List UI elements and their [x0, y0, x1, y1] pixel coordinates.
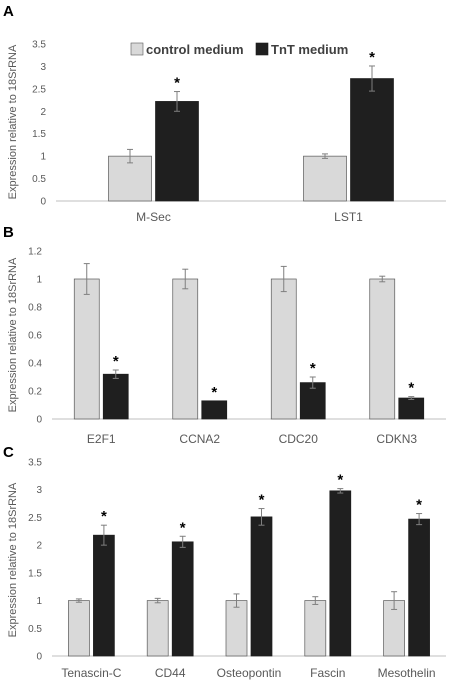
y-tick-label-c-6: 3 — [36, 485, 42, 496]
y-tick-label-a-7: 3.5 — [32, 40, 46, 51]
y-tick-label-a-4: 2 — [40, 107, 46, 118]
y-tick-label-b-0: 0 — [36, 415, 42, 426]
category-label-b-2: CDC20 — [279, 432, 319, 446]
y-tick-label-b-3: 0.6 — [28, 331, 42, 342]
category-label-c-2: Osteopontin — [217, 666, 282, 680]
y-tick-label-c-5: 2.5 — [28, 513, 42, 524]
bar-c-control-1 — [146, 600, 169, 657]
category-label-c-3: Fascin — [310, 666, 345, 680]
category-label-b-0: E2F1 — [87, 432, 116, 446]
significance-mark-b-2: * — [310, 360, 316, 377]
bar-c-tnt-2 — [250, 516, 273, 657]
legend-swatch-control — [130, 42, 144, 56]
category-label-a-0: M-Sec — [136, 210, 171, 224]
y-axis-label-a: Expression relative to 18SrRNA — [7, 44, 19, 199]
panel-a: A control medium TnT medium 0 0.5 1 1.5 2 2.5… — [3, 3, 446, 224]
bar-b-tnt-1 — [201, 400, 228, 420]
bar-c-tnt-0 — [93, 534, 115, 657]
y-tick-label-a-3: 1.5 — [32, 129, 46, 140]
legend-swatch-tnt — [255, 42, 269, 56]
y-tick-label-b-2: 0.4 — [28, 359, 42, 370]
y-axis-label-c: Expression relative to 18SrRNA — [7, 482, 19, 637]
significance-mark-c-1: * — [180, 519, 186, 536]
bar-b-control-2 — [270, 278, 297, 420]
y-axis-label-b: Expression relative to 18SrRNA — [7, 257, 19, 412]
bar-a-tnt-0 — [155, 101, 199, 202]
panel-b: B 0 0.2 0.4 0.6 0.8 1 1.2 Expression relative t… — [3, 224, 446, 446]
panel-c: C 0 0.5 1 1.5 2 2.5 3 3.5 Expression relative to… — [3, 444, 446, 680]
y-tick-label-b-4: 0.8 — [28, 303, 42, 314]
y-tick-label-a-2: 1 — [40, 152, 46, 163]
y-tick-label-a-6: 3 — [40, 62, 46, 73]
panel-c-letter: C — [3, 444, 14, 461]
significance-mark-b-0: * — [113, 353, 119, 370]
legend-label-tnt: TnT medium — [271, 42, 348, 57]
y-tick-label-a-1: 0.5 — [32, 174, 46, 185]
significance-mark-c-0: * — [101, 508, 107, 525]
bar-a-tnt-1 — [350, 78, 394, 202]
bar-c-control-3 — [304, 600, 327, 657]
bar-b-tnt-3 — [398, 397, 425, 420]
category-label-b-1: CCNA2 — [179, 432, 220, 446]
y-tick-label-b-6: 1.2 — [28, 247, 42, 258]
bar-b-control-0 — [73, 278, 100, 420]
category-label-b-3: CDKN3 — [376, 432, 417, 446]
significance-mark-a-1: * — [369, 49, 375, 66]
significance-mark-c-3: * — [337, 472, 343, 489]
y-tick-label-c-2: 1 — [36, 596, 42, 607]
significance-mark-c-2: * — [259, 492, 265, 509]
legend-label-control: control medium — [146, 42, 244, 57]
bar-c-tnt-3 — [329, 490, 352, 657]
significance-mark-b-3: * — [408, 380, 414, 397]
bar-a-control-1 — [303, 155, 347, 202]
bar-c-control-0 — [68, 600, 90, 657]
significance-mark-c-4: * — [416, 497, 422, 514]
panel-b-letter: B — [3, 224, 14, 241]
y-tick-label-c-1: 0.5 — [28, 624, 42, 635]
category-label-c-0: Tenascin-C — [61, 666, 121, 680]
y-tick-label-a-0: 0 — [40, 197, 46, 208]
bar-a-control-0 — [108, 155, 152, 202]
significance-mark-b-1: * — [211, 384, 217, 401]
significance-mark-a-0: * — [174, 75, 180, 92]
bar-b-tnt-0 — [102, 373, 129, 420]
y-tick-label-c-3: 1.5 — [28, 568, 42, 579]
category-label-a-1: LST1 — [334, 210, 363, 224]
y-tick-label-c-0: 0 — [36, 652, 42, 663]
y-tick-label-a-5: 2.5 — [32, 84, 46, 95]
category-label-c-1: CD44 — [155, 666, 186, 680]
bar-c-tnt-1 — [171, 541, 194, 657]
y-tick-label-c-7: 3.5 — [28, 458, 42, 469]
y-tick-label-b-1: 0.2 — [28, 387, 42, 398]
bar-c-control-2 — [225, 600, 248, 657]
y-tick-label-b-5: 1 — [36, 275, 42, 286]
y-tick-label-c-4: 2 — [36, 541, 42, 552]
panel-a-letter: A — [3, 3, 14, 20]
category-label-c-4: Mesothelin — [378, 666, 436, 680]
bar-b-control-1 — [172, 278, 199, 420]
bar-c-tnt-4 — [408, 518, 430, 657]
bar-b-control-3 — [369, 278, 396, 420]
legend: control medium TnT medium — [130, 42, 348, 57]
